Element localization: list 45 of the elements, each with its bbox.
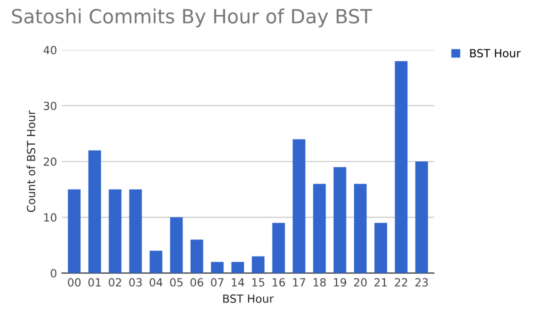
- legend-label: BST Hour: [470, 48, 521, 58]
- y-axis-title: Count of BST Hour: [26, 110, 36, 212]
- y-tick-label: 20: [44, 157, 56, 166]
- chart-title: Satoshi Commits By Hour of Day BST: [12, 8, 372, 28]
- bar: [150, 250, 162, 274]
- x-tick-label: 02: [108, 278, 122, 287]
- x-tick-label: 17: [293, 278, 306, 286]
- x-tick-label: 07: [210, 278, 224, 287]
- bar: [334, 167, 346, 274]
- bar: [313, 184, 326, 274]
- x-tick-label: 04: [150, 278, 162, 287]
- x-tick-label: 05: [170, 278, 183, 287]
- bar: [190, 240, 204, 274]
- y-tick-label: 10: [44, 213, 56, 222]
- bar: [170, 217, 183, 274]
- x-tick-label: 14: [232, 278, 244, 286]
- x-tick-label: 23: [415, 278, 428, 287]
- x-tick-label: 06: [190, 278, 204, 287]
- x-tick-label: 01: [88, 278, 101, 287]
- bar: [129, 189, 142, 274]
- bar: [88, 150, 102, 274]
- y-tick-label: 40: [44, 46, 56, 54]
- y-tick-label: 0: [50, 269, 56, 278]
- bar: [272, 222, 285, 274]
- x-tick-label: 15: [252, 278, 264, 287]
- x-tick-label: 16: [272, 278, 285, 287]
- y-tick-label: 30: [44, 102, 56, 110]
- x-tick-label: 18: [314, 278, 326, 287]
- bar: [354, 184, 367, 274]
- bar: [415, 162, 428, 274]
- bar: [292, 139, 306, 274]
- bar: [374, 222, 388, 274]
- bar: [68, 189, 81, 274]
- x-tick-label: 21: [374, 278, 387, 286]
- bar: [252, 256, 264, 274]
- bar: [394, 61, 408, 274]
- x-axis-title: BST Hour: [223, 294, 274, 303]
- bar: [210, 262, 224, 274]
- bar: [231, 262, 244, 274]
- x-tick-label: 22: [394, 278, 408, 286]
- bar: [108, 189, 122, 274]
- x-tick-label: 20: [354, 278, 367, 287]
- x-tick-label: 00: [68, 278, 81, 287]
- x-tick-label: 19: [334, 278, 346, 287]
- x-tick-label: 03: [129, 278, 142, 287]
